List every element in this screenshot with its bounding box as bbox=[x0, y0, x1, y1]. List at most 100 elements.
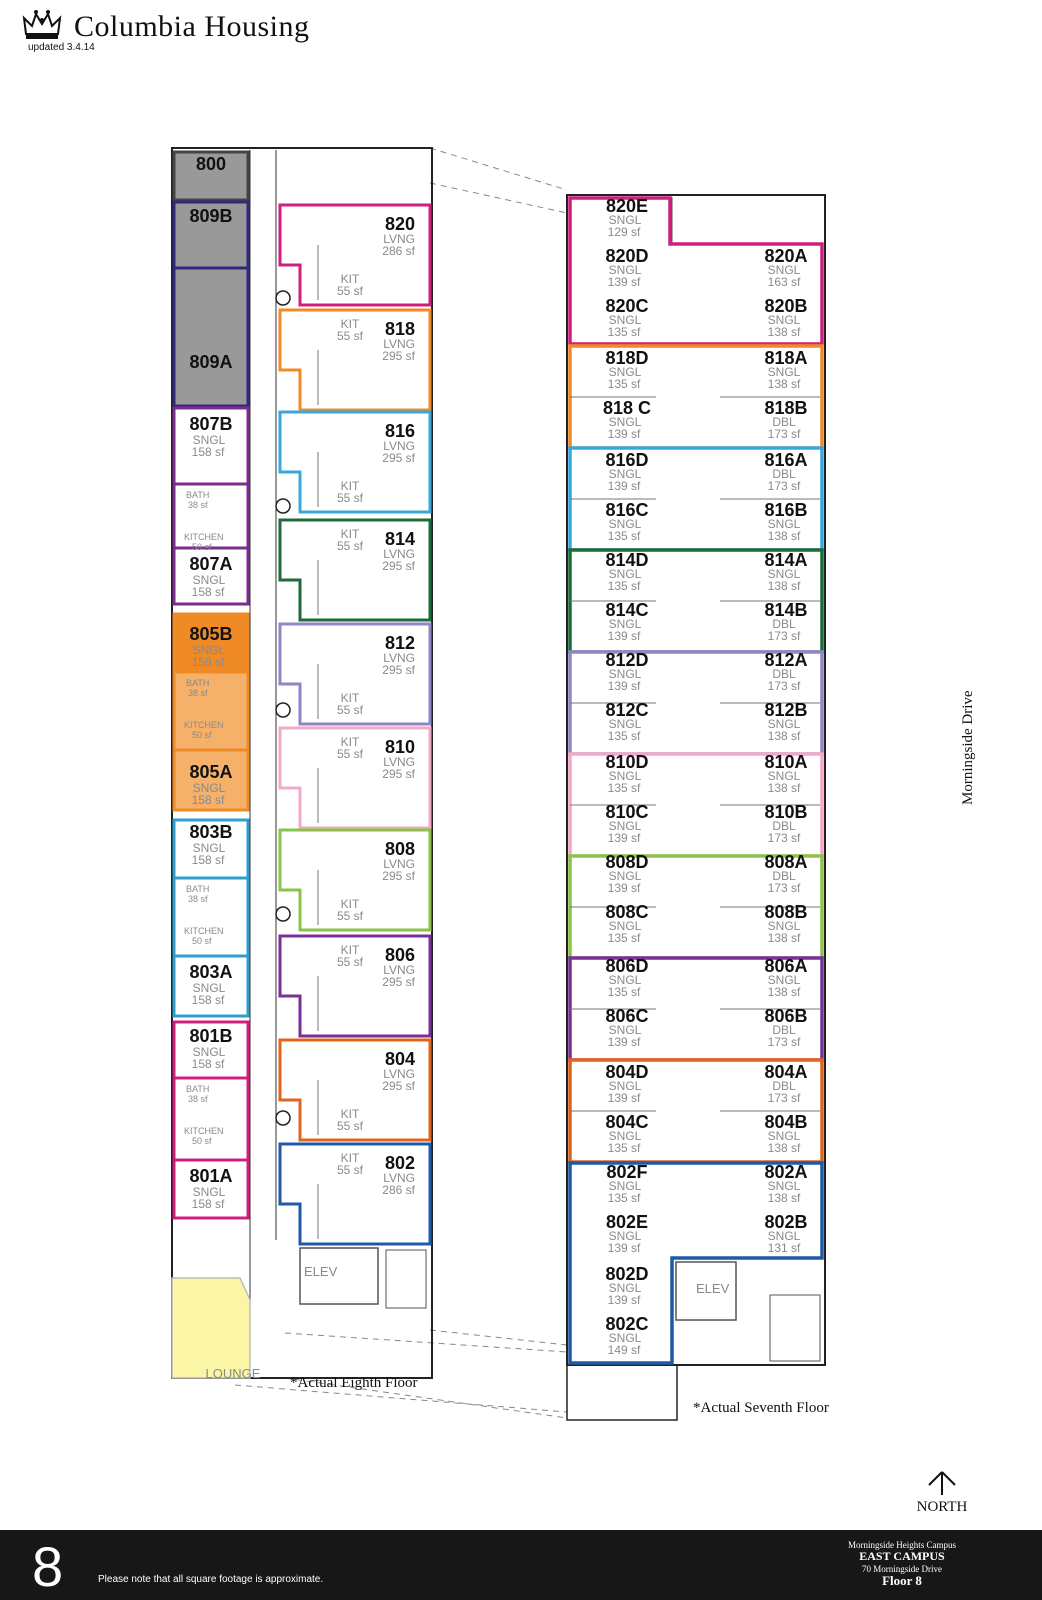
room-type: DBL bbox=[772, 1023, 796, 1037]
brand-title: Columbia Housing bbox=[74, 10, 310, 43]
room-size: 158 sf bbox=[192, 445, 225, 459]
room-number: 814D bbox=[605, 550, 648, 570]
room-type: SNGL bbox=[193, 841, 226, 855]
kitchen-label: KITCHEN bbox=[184, 720, 224, 730]
room-size: 135 sf bbox=[608, 781, 641, 795]
room-type: SNGL bbox=[768, 769, 801, 783]
room-size: 158 sf bbox=[192, 655, 225, 669]
dashed-connector bbox=[284, 1377, 568, 1419]
room-number: 804D bbox=[605, 1062, 648, 1082]
column-marker bbox=[275, 906, 291, 922]
kitchen-size: 50 sf bbox=[192, 1136, 212, 1146]
campus-line-4: Floor 8 bbox=[882, 1573, 922, 1589]
elevator-label: ELEV bbox=[696, 1281, 730, 1296]
suite-type: LVNG bbox=[383, 857, 415, 871]
room-number: 809A bbox=[189, 352, 232, 372]
room-number: 806C bbox=[605, 1006, 648, 1026]
room-type: SNGL bbox=[768, 313, 801, 327]
stairwell bbox=[769, 1294, 821, 1362]
room-type: SNGL bbox=[609, 819, 642, 833]
room-number: 818 C bbox=[603, 398, 651, 418]
suite-type: LVNG bbox=[383, 232, 415, 246]
room-number: 803A bbox=[189, 962, 232, 982]
room-number: 805B bbox=[189, 624, 232, 644]
column-marker bbox=[275, 498, 291, 514]
room-type: SNGL bbox=[609, 1079, 642, 1093]
suite-number: 816 bbox=[385, 421, 415, 441]
room-number: 808C bbox=[605, 902, 648, 922]
room-type: SNGL bbox=[609, 567, 642, 581]
dashed-connector bbox=[284, 1332, 568, 1353]
room-number: 812D bbox=[605, 650, 648, 670]
suite-band-802 bbox=[568, 1161, 824, 1365]
room-number: 812C bbox=[605, 700, 648, 720]
bath-size: 38 sf bbox=[188, 500, 208, 510]
room-size: 173 sf bbox=[768, 679, 801, 693]
footer-bar: 8 Please note that all square footage is… bbox=[0, 1530, 1042, 1600]
kit-size: 55 sf bbox=[337, 955, 364, 969]
room-type: SNGL bbox=[768, 717, 801, 731]
lounge-label: LOUNGE bbox=[206, 1366, 261, 1381]
room-number: 812A bbox=[764, 650, 807, 670]
room-number: 802C bbox=[605, 1314, 648, 1334]
room-type: SNGL bbox=[609, 1281, 642, 1295]
room-number: 807A bbox=[189, 554, 232, 574]
room-type: SNGL bbox=[609, 769, 642, 783]
suite-size: 295 sf bbox=[382, 767, 415, 781]
room-type: SNGL bbox=[768, 973, 801, 987]
room-number: 804C bbox=[605, 1112, 648, 1132]
room-number: 820E bbox=[606, 196, 648, 216]
room-number: 808D bbox=[605, 852, 648, 872]
room-size: 149 sf bbox=[608, 1343, 641, 1357]
room-number: 820A bbox=[764, 246, 807, 266]
room-number: 802A bbox=[764, 1162, 807, 1182]
kitchen-size: 50 sf bbox=[192, 730, 212, 740]
suite-type: LVNG bbox=[383, 1067, 415, 1081]
suite-size: 286 sf bbox=[382, 244, 415, 258]
room-805A bbox=[172, 748, 250, 812]
room-number: 808B bbox=[764, 902, 807, 922]
room-type: SNGL bbox=[768, 1229, 801, 1243]
suite-number: 806 bbox=[385, 945, 415, 965]
room-type: DBL bbox=[772, 415, 796, 429]
room-number: 818D bbox=[605, 348, 648, 368]
room-type: DBL bbox=[772, 869, 796, 883]
room-803A bbox=[172, 954, 250, 1018]
room-number: 816A bbox=[764, 450, 807, 470]
room-size: 138 sf bbox=[768, 579, 801, 593]
room-size: 138 sf bbox=[768, 529, 801, 543]
room-number: 808A bbox=[764, 852, 807, 872]
kit-label: KIT bbox=[341, 272, 360, 286]
room-type: SNGL bbox=[609, 717, 642, 731]
right-wing-label: *Actual Seventh Floor bbox=[693, 1400, 829, 1416]
room-size: 129 sf bbox=[608, 225, 641, 239]
room-type: SNGL bbox=[609, 617, 642, 631]
room-number: 816B bbox=[764, 500, 807, 520]
room-size: 139 sf bbox=[608, 831, 641, 845]
room-size: 138 sf bbox=[768, 729, 801, 743]
kit-label: KIT bbox=[341, 479, 360, 493]
room-size: 135 sf bbox=[608, 1141, 641, 1155]
elevator bbox=[299, 1247, 379, 1305]
room-type: SNGL bbox=[768, 1179, 801, 1193]
room-size: 173 sf bbox=[768, 479, 801, 493]
room-type: SNGL bbox=[609, 973, 642, 987]
room-number: 810B bbox=[764, 802, 807, 822]
room-type: SNGL bbox=[609, 1229, 642, 1243]
room-size: 135 sf bbox=[608, 1191, 641, 1205]
room-type: SNGL bbox=[193, 781, 226, 795]
suite-number: 818 bbox=[385, 319, 415, 339]
stairwell bbox=[385, 1249, 427, 1309]
room-type: DBL bbox=[772, 617, 796, 631]
kit-size: 55 sf bbox=[337, 539, 364, 553]
suite-number: 808 bbox=[385, 839, 415, 859]
kit-label: KIT bbox=[341, 1107, 360, 1121]
suite-type: LVNG bbox=[383, 963, 415, 977]
suite-number: 820 bbox=[385, 214, 415, 234]
room-type: SNGL bbox=[768, 517, 801, 531]
room-size: 135 sf bbox=[608, 325, 641, 339]
room-number: 802B bbox=[764, 1212, 807, 1232]
room-size: 158 sf bbox=[192, 585, 225, 599]
bath-size: 38 sf bbox=[188, 894, 208, 904]
